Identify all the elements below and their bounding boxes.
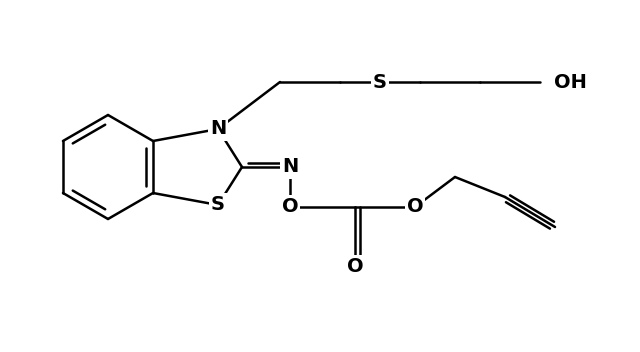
Text: S: S [373, 73, 387, 92]
Text: O: O [347, 258, 364, 277]
Text: O: O [406, 197, 423, 216]
Text: OH: OH [554, 73, 587, 92]
Text: N: N [210, 119, 226, 138]
Text: O: O [282, 197, 298, 216]
Text: S: S [211, 195, 225, 214]
Text: N: N [282, 157, 298, 176]
